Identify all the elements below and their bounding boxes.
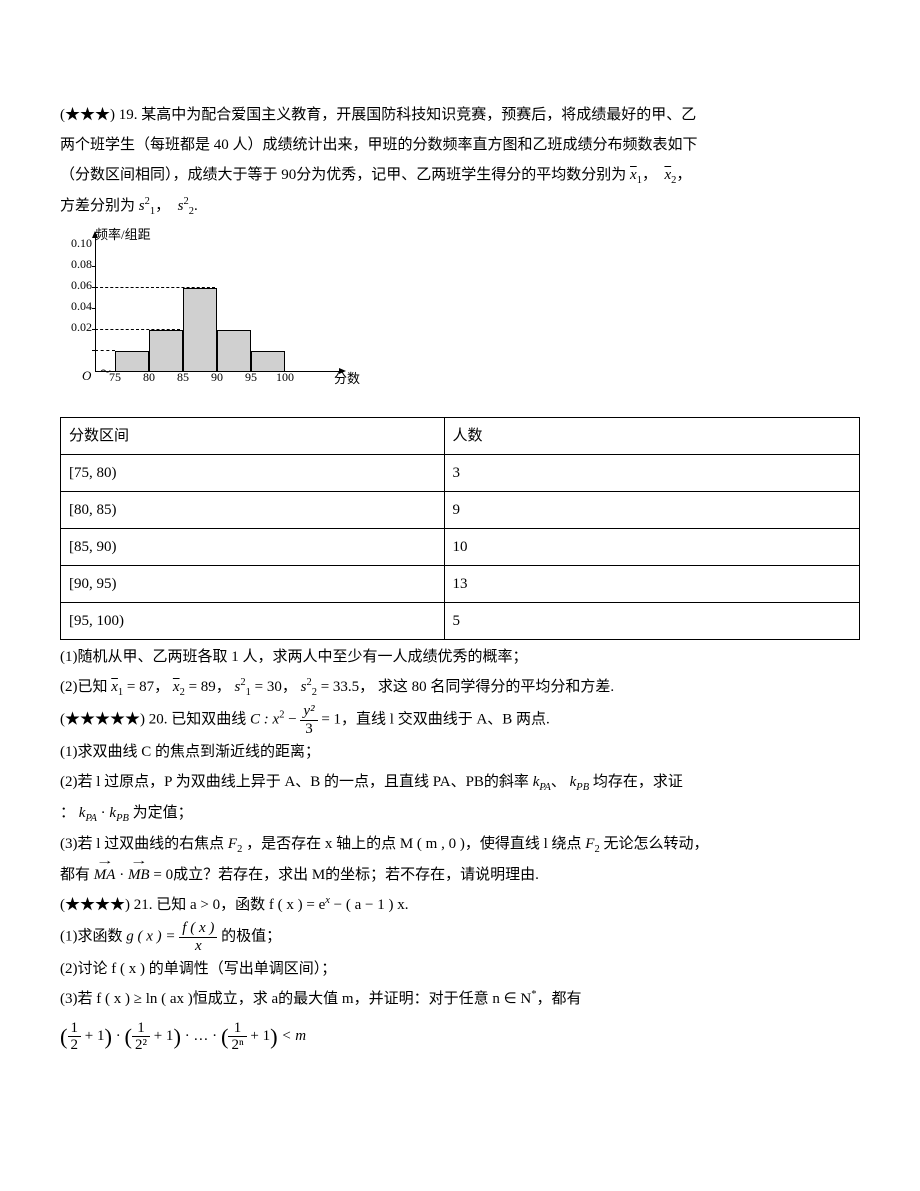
- frequency-table: 分数区间 人数 [75, 80)3[80, 85)9[85, 90)10[90,…: [60, 417, 860, 640]
- q20-text: (★★★★★) 20. 已知双曲线 C : x2 − y²3 = 1，直线 l …: [60, 703, 860, 737]
- y-tick-label: 0.08: [60, 252, 92, 276]
- x-tick-label: 75: [109, 365, 121, 389]
- q21-text: (★★★★) 21. 已知 a > 0，函数 f ( x ) = ex − ( …: [60, 890, 860, 920]
- q21-stars: (★★★★) 21.: [60, 897, 153, 913]
- table-row: [80, 85)9: [61, 492, 860, 529]
- table-row: [85, 90)10: [61, 529, 860, 566]
- q19-l3: （分数区间相同），成绩大于等于 90分为优秀，记甲、乙两班学生得分的平均数分别为…: [60, 160, 860, 191]
- cell-interval: [75, 80): [61, 455, 445, 492]
- q20-stars: (★★★★★) 20.: [60, 711, 168, 727]
- q19-l4: 方差分别为 s21， s22.: [60, 191, 860, 222]
- q21-part2: (2)讨论 f ( x ) 的单调性（写出单调区间）；: [60, 954, 860, 984]
- cell-count: 13: [444, 566, 859, 603]
- y-tick-label: 0.10: [60, 231, 92, 255]
- q20-part3a: (3)若 l 过双曲线的右焦点 F2 ，是否存在 x 轴上的点 M ( m , …: [60, 829, 860, 860]
- q20-part2a: (2)若 l 过原点，P 为双曲线上异于 A、B 的一点，且直线 PA、PB的斜…: [60, 767, 860, 798]
- cell-interval: [80, 85): [61, 492, 445, 529]
- q21-part3a: (3)若 f ( x ) ≥ ln ( ax )恒成立，求 a的最大值 m，并证…: [60, 984, 860, 1014]
- table-row: [75, 80)3: [61, 455, 860, 492]
- q20-part2b: ： kPA · kPB 为定值；: [60, 798, 860, 829]
- q19-l1: 某高中为配合爱国主义教育，开展国防科技知识竞赛，预赛后，将成绩最好的甲、乙: [141, 107, 696, 123]
- q19-part2: (2)已知 x1 = 87， x2 = 89， s21 = 30， s22 = …: [60, 672, 860, 703]
- q21-product: (12 + 1) · (12² + 1) · … · (12ⁿ + 1) < m: [60, 1014, 860, 1059]
- histogram-chart: 频率/组距 O 〜 分数 0.020.040.060.080.107580859…: [60, 227, 340, 387]
- x-tick-label: 100: [276, 365, 294, 389]
- cell-interval: [90, 95): [61, 566, 445, 603]
- y-tick-label: 0.06: [60, 273, 92, 297]
- q19-l2: 两个班学生（每班都是 40 人）成绩统计出来，甲班的分数频率直方图和乙班成绩分布…: [60, 130, 860, 160]
- q20-part3b: 都有 MA · MB = 0成立？若存在，求出 M的坐标；若不存在，请说明理由.: [60, 860, 860, 890]
- y-tick-label: 0.02: [60, 315, 92, 339]
- q19-text: (★★★) 19. 某高中为配合爱国主义教育，开展国防科技知识竞赛，预赛后，将成…: [60, 100, 860, 130]
- origin-label: O: [82, 363, 91, 389]
- table-row: [95, 100)5: [61, 603, 860, 640]
- table-row: [90, 95)13: [61, 566, 860, 603]
- x-tick-label: 95: [245, 365, 257, 389]
- q20-part1: (1)求双曲线 C 的焦点到渐近线的距离；: [60, 737, 860, 767]
- cell-interval: [95, 100): [61, 603, 445, 640]
- grid-dash: [95, 350, 115, 351]
- q21-part1: (1)求函数 g ( x ) = f ( x )x 的极值；: [60, 920, 860, 954]
- y-tick-label: 0.04: [60, 294, 92, 318]
- cell-count: 5: [444, 603, 859, 640]
- header-count: 人数: [444, 418, 859, 455]
- cell-count: 9: [444, 492, 859, 529]
- x-tick-label: 90: [211, 365, 223, 389]
- x-axis-label: 分数: [334, 366, 360, 392]
- y-axis: [95, 237, 96, 372]
- histogram-bar: [183, 288, 217, 372]
- cell-interval: [85, 90): [61, 529, 445, 566]
- y-axis-label: 频率/组距: [95, 222, 151, 248]
- table-header-row: 分数区间 人数: [61, 418, 860, 455]
- q19-stars: (★★★) 19.: [60, 107, 138, 123]
- header-interval: 分数区间: [61, 418, 445, 455]
- x-tick-label: 85: [177, 365, 189, 389]
- q19-part1: (1)随机从甲、乙两班各取 1 人，求两人中至少有一人成绩优秀的概率；: [60, 642, 860, 672]
- x-tick-label: 80: [143, 365, 155, 389]
- cell-count: 10: [444, 529, 859, 566]
- cell-count: 3: [444, 455, 859, 492]
